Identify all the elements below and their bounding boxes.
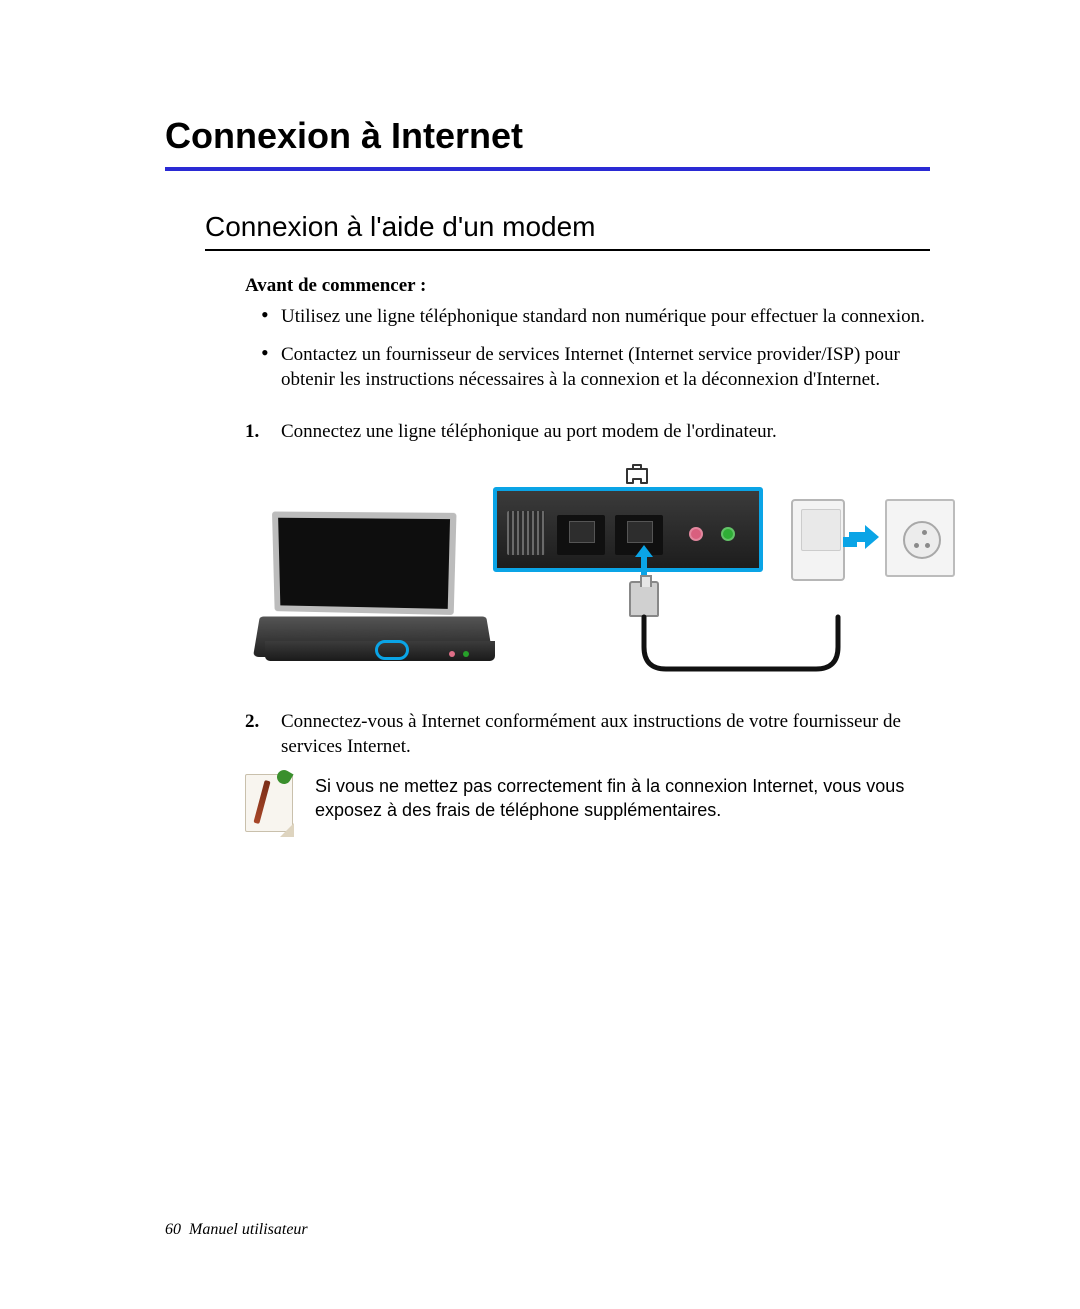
title-rule [165, 167, 930, 171]
page-footer: 60 Manuel utilisateur [165, 1221, 308, 1239]
step-number: 2. [245, 709, 281, 760]
laptop-illustration [253, 517, 493, 657]
power-adapter-illustration [791, 499, 845, 581]
phone-cable [640, 617, 850, 673]
arrow-up-icon [635, 545, 653, 575]
note-block: Si vous ne mettez pas correctement fin à… [245, 774, 930, 836]
wall-outlet-illustration [885, 499, 955, 577]
headphone-jack-icon [721, 527, 735, 541]
content-body: Avant de commencer : Utilisez une ligne … [245, 273, 930, 836]
audio-out-icon [463, 651, 469, 657]
port-zoom-panel [493, 487, 763, 572]
before-bullets: Utilisez une ligne téléphonique standard… [245, 304, 930, 393]
modem-port-highlight [375, 640, 409, 660]
note-icon [245, 774, 293, 836]
rj11-port-icon [623, 463, 651, 485]
footer-page-number: 60 [165, 1221, 181, 1238]
manual-page: Connexion à Internet Connexion à l'aide … [0, 0, 1080, 1309]
step-text: Connectez-vous à Internet conformément a… [281, 709, 930, 760]
bullet-item: Utilisez une ligne téléphonique standard… [245, 304, 930, 330]
vent-icon [507, 511, 545, 555]
plug-clip [640, 575, 652, 587]
step-2: 2. Connectez-vous à Internet conformémen… [245, 709, 930, 760]
arrow-right-icon [849, 525, 879, 549]
modem-connection-figure [245, 459, 930, 679]
plug-body [629, 581, 659, 617]
step-1: 1. Connectez une ligne téléphonique au p… [245, 419, 930, 445]
step-number: 1. [245, 419, 281, 445]
lan-port-icon [557, 515, 605, 555]
step-text: Connectez une ligne téléphonique au port… [281, 419, 930, 445]
footer-label: Manuel utilisateur [189, 1221, 308, 1238]
laptop-screen [272, 511, 457, 614]
page-title: Connexion à Internet [165, 115, 930, 157]
mic-jack-icon [689, 527, 703, 541]
note-text: Si vous ne mettez pas correctement fin à… [315, 774, 930, 823]
socket-icon [903, 521, 941, 559]
before-label: Avant de commencer : [245, 273, 930, 299]
bullet-item: Contactez un fournisseur de services Int… [245, 342, 930, 393]
section-title: Connexion à l'aide d'un modem [205, 211, 930, 243]
audio-in-icon [449, 651, 455, 657]
section-rule [205, 249, 930, 251]
